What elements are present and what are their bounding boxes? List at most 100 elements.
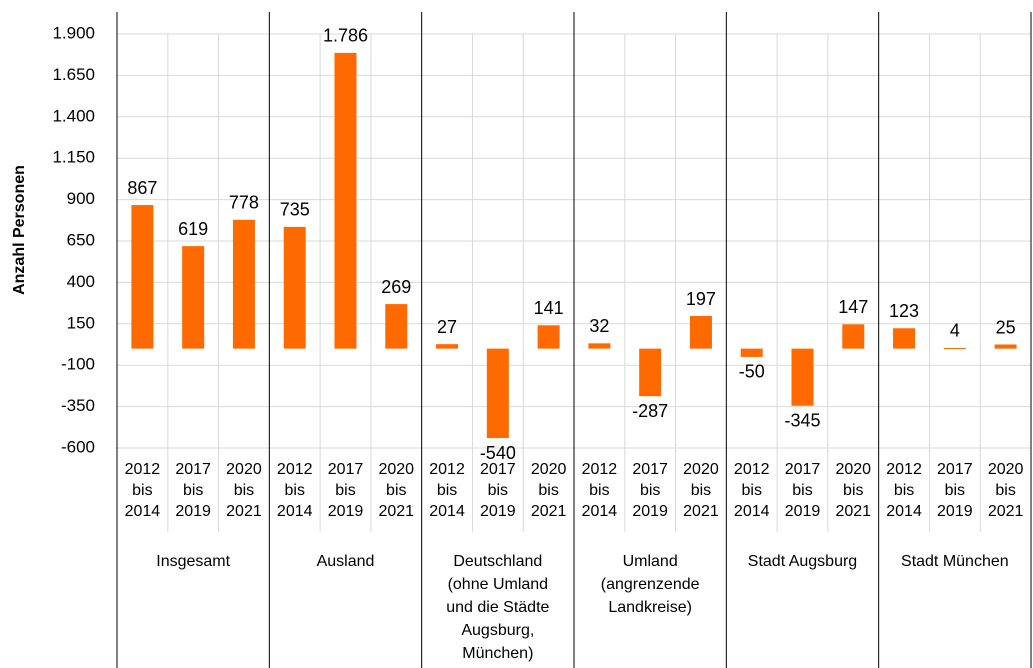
data-label: 619 — [178, 219, 208, 239]
x-tick-label: 2017 — [937, 461, 973, 478]
y-tick-label: 150 — [67, 313, 95, 332]
bar — [537, 325, 560, 349]
x-tick-label: 2020 — [378, 461, 414, 478]
x-tick-label: 2021 — [988, 503, 1024, 520]
data-label: 141 — [534, 298, 564, 318]
x-tick-label: 2021 — [531, 503, 567, 520]
bar — [436, 344, 459, 349]
bar — [740, 348, 763, 357]
y-tick-label: 650 — [67, 230, 95, 249]
group-label: München) — [462, 645, 533, 662]
x-tick-label: 2021 — [226, 503, 262, 520]
group-label: Landkreise) — [608, 599, 692, 616]
x-tick-label: 2012 — [429, 461, 465, 478]
x-tick-label: 2019 — [480, 503, 516, 520]
x-tick-label: 2012 — [886, 461, 922, 478]
x-tick-label: bis — [843, 482, 863, 499]
x-tick-label: bis — [386, 482, 406, 499]
y-tick-label: 900 — [67, 189, 95, 208]
y-tick-label: 1.900 — [52, 23, 95, 42]
x-tick-label: 2020 — [531, 461, 567, 478]
data-label: 123 — [889, 301, 919, 321]
y-axis-label: Anzahl Personen — [11, 165, 28, 295]
group-label: Augsburg, — [461, 622, 534, 639]
group-label: und die Städte — [446, 599, 549, 616]
x-tick-label: 2021 — [683, 503, 719, 520]
x-tick-label: bis — [691, 482, 711, 499]
y-tick-label: -100 — [61, 355, 95, 374]
bar — [334, 52, 357, 349]
bar — [283, 226, 306, 349]
x-tick-label: 2019 — [632, 503, 668, 520]
x-tick-label: 2020 — [988, 461, 1024, 478]
data-label: 27 — [437, 317, 457, 337]
data-label: 867 — [127, 178, 157, 198]
bar — [182, 246, 205, 349]
group-label: Stadt Augsburg — [748, 553, 857, 570]
x-tick-label: 2020 — [683, 461, 719, 478]
bar — [385, 304, 408, 349]
data-label: 4 — [950, 321, 960, 341]
group-label: Ausland — [317, 553, 375, 570]
x-tick-label: bis — [183, 482, 203, 499]
x-tick-label: 2012 — [582, 461, 618, 478]
bar — [131, 205, 154, 349]
x-tick-label: 2020 — [226, 461, 262, 478]
group-label: Stadt München — [901, 553, 1009, 570]
data-label: -345 — [784, 411, 820, 431]
x-tick-label: bis — [234, 482, 254, 499]
x-tick-label: bis — [640, 482, 660, 499]
x-tick-label: bis — [995, 482, 1015, 499]
data-label: -287 — [632, 401, 668, 421]
x-tick-label: 2017 — [480, 461, 516, 478]
x-tick-label: bis — [792, 482, 812, 499]
bar — [893, 328, 916, 349]
y-tick-label: 1.400 — [52, 106, 95, 125]
x-tick-label: 2017 — [175, 461, 211, 478]
x-tick-label: 2019 — [785, 503, 821, 520]
y-tick-label: -600 — [61, 437, 95, 456]
bar — [689, 316, 712, 349]
x-tick-label: bis — [894, 482, 914, 499]
x-tick-label: 2019 — [328, 503, 364, 520]
y-tick-label: 1.150 — [52, 148, 95, 167]
x-tick-label: 2017 — [632, 461, 668, 478]
bar — [232, 219, 255, 349]
data-label: -540 — [480, 443, 516, 463]
x-tick-label: 2014 — [277, 503, 313, 520]
bar — [842, 324, 865, 349]
group-label: (angrenzende — [601, 576, 700, 593]
data-label: 197 — [686, 289, 716, 309]
x-tick-label: 2020 — [835, 461, 871, 478]
group-label: Umland — [623, 553, 678, 570]
x-tick-label: 2014 — [125, 503, 161, 520]
data-label: 735 — [280, 200, 310, 220]
x-tick-label: 2019 — [937, 503, 973, 520]
x-tick-label: bis — [945, 482, 965, 499]
group-label: Insgesamt — [156, 553, 230, 570]
x-tick-label: bis — [335, 482, 355, 499]
data-label: -50 — [739, 362, 765, 382]
bar — [943, 347, 966, 349]
y-tick-label: 1.650 — [52, 65, 95, 84]
x-tick-label: 2012 — [125, 461, 161, 478]
x-tick-label: 2014 — [582, 503, 618, 520]
bar — [994, 344, 1017, 349]
x-tick-label: 2017 — [328, 461, 364, 478]
x-tick-label: bis — [488, 482, 508, 499]
x-tick-label: bis — [284, 482, 304, 499]
data-label: 269 — [381, 277, 411, 297]
x-tick-label: 2017 — [785, 461, 821, 478]
group-label: Deutschland — [453, 553, 542, 570]
x-tick-label: 2014 — [886, 503, 922, 520]
x-tick-label: 2014 — [429, 503, 465, 520]
data-label: 1.786 — [323, 26, 368, 46]
group-label: (ohne Umland — [448, 576, 549, 593]
x-tick-label: 2012 — [277, 461, 313, 478]
x-tick-label: bis — [589, 482, 609, 499]
y-tick-label: -350 — [61, 396, 95, 415]
bar — [588, 343, 611, 349]
bar — [486, 348, 509, 439]
x-tick-label: 2021 — [378, 503, 414, 520]
x-tick-label: bis — [538, 482, 558, 499]
